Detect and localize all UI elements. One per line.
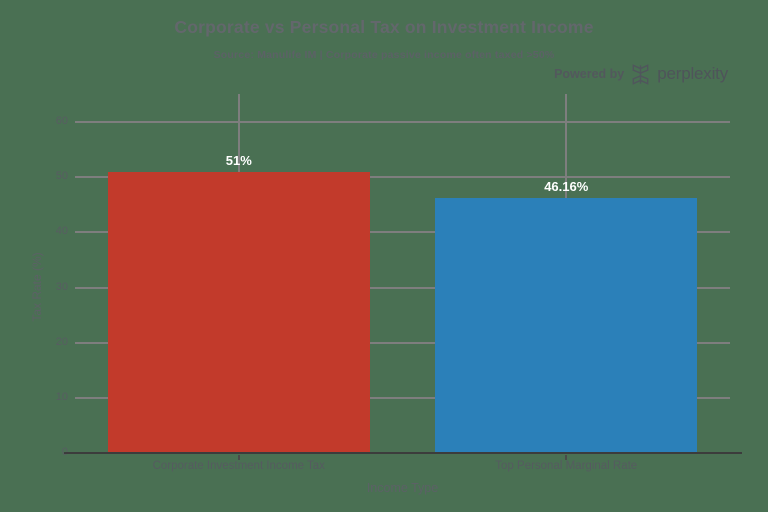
gridline-horizontal <box>75 341 730 344</box>
y-tick-label: 30 <box>55 280 68 293</box>
bar-corporate-investment-income-tax <box>107 171 370 453</box>
gridline-horizontal <box>75 286 730 289</box>
y-tick-label: 20 <box>55 335 68 348</box>
perplexity-wordmark: perplexity <box>657 64 728 83</box>
bar-value-label: 51% <box>225 152 252 168</box>
gridline-horizontal <box>75 231 730 234</box>
y-tick-label: 60 <box>55 115 68 127</box>
y-tick-label: 50 <box>55 170 68 183</box>
chart-subtitle: Source: Manulife IM | Corporate passive … <box>213 49 555 61</box>
y-tick-label: 10 <box>55 390 68 403</box>
bar-top-personal-marginal-rate <box>435 198 698 453</box>
chart-title: Corporate vs Personal Tax on Investment … <box>174 17 594 37</box>
x-category-label: Corporate Investment Income Tax <box>152 460 325 472</box>
x-axis-title: Income Type <box>366 481 439 495</box>
x-category-label: Top Personal Marginal Rate <box>495 460 638 472</box>
gridline-horizontal <box>75 176 730 179</box>
powered-by-label: Powered by <box>554 67 625 81</box>
gridline-horizontal <box>75 121 730 123</box>
powered-by-watermark: Powered by perplexity <box>554 61 728 87</box>
y-tick-label: 0 <box>20 446 68 458</box>
y-axis-title: Tax Rate (%) <box>30 252 44 322</box>
x-axis-line <box>64 452 742 454</box>
gridline-horizontal <box>75 396 730 399</box>
y-tick-label: 40 <box>55 225 68 238</box>
x-tick-mark <box>565 455 568 460</box>
x-tick-mark <box>237 455 240 460</box>
perplexity-logo-icon <box>629 63 652 86</box>
bar-value-label: 46.16% <box>544 179 589 195</box>
